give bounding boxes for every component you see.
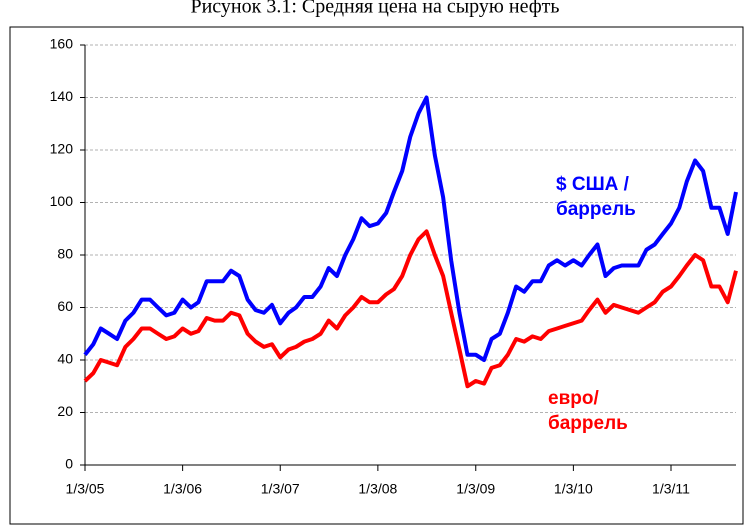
x-tick-label: 1/3/11 [652, 481, 690, 497]
y-tick-label: 120 [50, 141, 74, 157]
y-tick-label: 100 [50, 193, 74, 209]
y-tick-label: 80 [57, 246, 73, 262]
series-line [83, 229, 738, 389]
y-tick-label: 140 [50, 88, 74, 104]
series-label: евро/ баррель [548, 388, 628, 434]
y-tick-label: 60 [57, 298, 73, 314]
chart-title: Рисунок 3.1: Средняя цена на сырую нефть [190, 0, 559, 18]
x-tick-label: 1/3/07 [261, 481, 300, 497]
y-tick-label: 0 [65, 456, 73, 472]
chart-frame [9, 26, 744, 525]
x-tick-label: 1/3/05 [66, 481, 105, 497]
x-tick-label: 1/3/10 [554, 481, 593, 497]
y-tick-label: 20 [57, 403, 73, 419]
x-tick-label: 1/3/08 [358, 481, 397, 497]
y-tick-label: 40 [57, 351, 73, 367]
series-line [83, 95, 738, 362]
x-tick-label: 1/3/06 [163, 481, 202, 497]
series-label: $ США / баррель [556, 174, 636, 220]
y-tick-label: 160 [50, 36, 74, 52]
x-tick-label: 1/3/09 [456, 481, 495, 497]
